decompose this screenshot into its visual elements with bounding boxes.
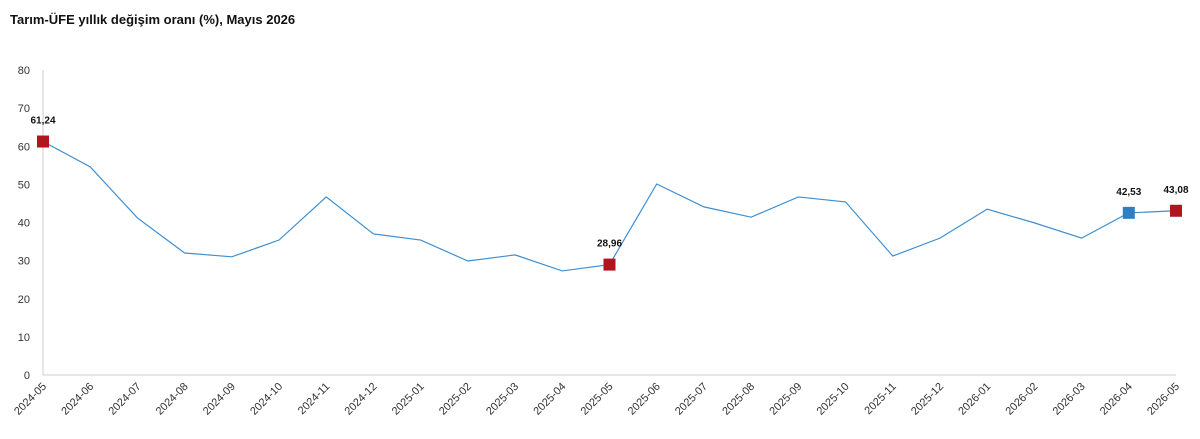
point-marker xyxy=(37,135,49,148)
x-tick-label: 2024-05 xyxy=(12,381,49,418)
x-tick-label: 2025-03 xyxy=(484,381,521,418)
value-label: 61,24 xyxy=(30,116,55,127)
x-tick-label: 2025-11 xyxy=(862,381,898,417)
y-tick-label: 70 xyxy=(18,103,30,115)
y-tick-label: 40 xyxy=(18,218,30,230)
x-tick-label: 2024-09 xyxy=(201,381,238,418)
x-tick-label: 2025-08 xyxy=(720,381,757,418)
x-tick-label: 2025-12 xyxy=(909,381,946,418)
x-tick-label: 2025-10 xyxy=(815,381,852,418)
x-tick-label: 2026-01 xyxy=(956,381,993,418)
value-label: 28,96 xyxy=(597,239,622,250)
line xyxy=(42,140,1177,272)
x-tick-label: 2025-05 xyxy=(579,381,616,418)
x-tick-label: 2024-08 xyxy=(154,381,191,418)
point-marker xyxy=(603,258,616,271)
x-tick-label: 2025-04 xyxy=(531,381,568,418)
x-tick-label: 2026-02 xyxy=(1003,381,1040,418)
point-marker xyxy=(1170,204,1182,217)
x-tick-label: 2024-07 xyxy=(107,381,144,418)
x-tick-label: 2024-10 xyxy=(248,381,285,418)
x-tick-label: 2026-03 xyxy=(1051,381,1088,418)
value-label: 43,08 xyxy=(1163,185,1188,196)
x-tick-label: 2026-04 xyxy=(1098,381,1135,418)
chart-title: Tarım-ÜFE yıllık değişim oranı (%), Mayı… xyxy=(10,12,295,27)
y-tick-label: 20 xyxy=(18,294,30,306)
x-tick-label: 2025-06 xyxy=(626,381,663,418)
x-tick-label: 2025-07 xyxy=(673,381,710,418)
value-label: 42,53 xyxy=(1116,187,1141,198)
x-tick-label: 2024-11 xyxy=(296,381,332,417)
x-tick-label: 2024-12 xyxy=(343,381,380,418)
point-marker xyxy=(1122,206,1135,219)
x-tick-label: 2025-01 xyxy=(390,381,427,418)
y-tick-label: 10 xyxy=(18,332,30,344)
x-tick-label: 2026-05 xyxy=(1145,381,1182,418)
y-tick-label: 80 xyxy=(18,65,30,77)
x-tick-label: 2025-09 xyxy=(767,381,804,418)
y-tick-label: 60 xyxy=(18,141,30,153)
y-tick-label: 50 xyxy=(18,179,30,191)
y-tick-label: 30 xyxy=(18,256,30,268)
x-tick-label: 2024-06 xyxy=(59,381,96,418)
y-tick-label: 0 xyxy=(24,370,30,382)
x-tick-label: 2025-02 xyxy=(437,381,474,418)
